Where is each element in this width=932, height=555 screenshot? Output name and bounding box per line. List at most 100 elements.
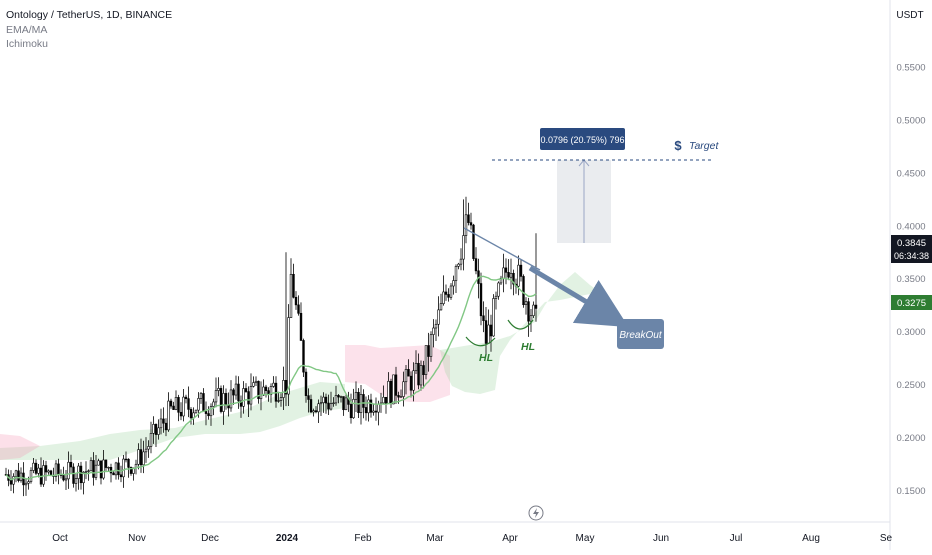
price-tick-label: 0.2500 [896, 380, 925, 391]
candle-down [99, 460, 103, 479]
candle-up [414, 362, 418, 372]
candle-up [147, 446, 150, 450]
candle-down [292, 273, 295, 298]
candle-down [92, 460, 95, 478]
candle-up [442, 291, 445, 304]
time-tick-label: Nov [128, 533, 146, 544]
candle-down [294, 296, 298, 306]
candle-up [524, 301, 528, 306]
candle-down [62, 475, 65, 481]
candle-down [124, 458, 128, 461]
candle-up [269, 386, 273, 395]
candle-down [187, 398, 190, 410]
candle-up [497, 282, 500, 297]
measure-tool[interactable]: 0.0796 (20.75%) 796 [540, 128, 625, 243]
breakout-callout[interactable]: BreakOut [617, 319, 664, 349]
candle-down [69, 461, 73, 468]
price-tick-label: 0.5500 [896, 63, 925, 74]
last-price-badge[interactable]: 0.3845 06:34:38 [891, 235, 932, 263]
candle-up [277, 400, 280, 402]
chart-legend[interactable]: Ontology / TetherUS, 1D, BINANCE EMA/MA … [6, 8, 172, 52]
price-tick-label: 0.4500 [896, 168, 925, 179]
candle-down [239, 400, 243, 407]
candle-up [459, 258, 463, 265]
candle-up [462, 235, 465, 260]
candle-up [322, 396, 325, 404]
candle-down [397, 395, 400, 398]
candle-down [479, 283, 483, 317]
candle-up [82, 471, 85, 484]
ma-price-badge[interactable]: 0.3275 [891, 295, 932, 310]
candle-up [317, 403, 320, 413]
candle-up [249, 386, 253, 405]
candle-up [252, 382, 255, 387]
candle-up [382, 396, 385, 404]
price-tick-label: 0.4000 [896, 221, 925, 232]
candle-up [424, 345, 428, 375]
candle-down [467, 214, 470, 223]
time-tick-label: Feb [354, 533, 372, 544]
candle-down [44, 465, 48, 473]
candle-up [217, 388, 220, 391]
time-tick-label: Jun [653, 533, 669, 544]
candle-up [12, 476, 15, 485]
price-tick-label: 0.1500 [896, 486, 925, 497]
candle-down [422, 365, 425, 375]
candle-up [107, 467, 110, 469]
candle-down [394, 374, 398, 396]
candle-up [372, 410, 375, 413]
candle-up [47, 470, 50, 473]
candle-down [507, 272, 510, 278]
candle-down [482, 315, 485, 321]
indicator-ema-ma[interactable]: EMA/MA [6, 23, 48, 36]
candle-down [127, 458, 130, 468]
candle-up [452, 280, 455, 287]
candle-up [214, 390, 218, 403]
plot-background [0, 0, 890, 522]
measure-label-box [540, 128, 625, 150]
candle-down [17, 470, 20, 481]
candle-down [304, 371, 308, 396]
time-tick-label: Oct [52, 533, 68, 544]
symbol-title[interactable]: Ontology / TetherUS, 1D, BINANCE [6, 9, 173, 21]
candle-up [272, 382, 275, 387]
candle-down [374, 410, 378, 413]
candle-up [144, 448, 148, 453]
candle-down [417, 362, 420, 386]
indicator-ichimoku[interactable]: Ichimoku [6, 38, 49, 50]
candle-up [102, 459, 105, 479]
candle-up [387, 380, 390, 404]
candle-down [299, 312, 303, 341]
candle-down [342, 396, 345, 411]
time-tick-label: 2024 [276, 533, 299, 544]
candle-down [534, 304, 538, 309]
candle-up [344, 397, 348, 411]
ichimoku-cloud-green-late [440, 272, 600, 394]
candle-down [179, 411, 183, 417]
candle-down [337, 395, 340, 398]
time-tick-label: Dec [201, 533, 219, 544]
candle-up [262, 386, 265, 396]
candle-down [522, 276, 525, 306]
candle-up [404, 369, 408, 383]
candle-down [79, 465, 83, 484]
target-label: Target [689, 140, 719, 152]
candle-up [339, 396, 343, 398]
candle-down [407, 369, 410, 377]
candle-up [27, 481, 30, 484]
candle-up [242, 388, 245, 407]
candle-down [504, 267, 508, 273]
dollar-icon: $ [674, 138, 682, 153]
candle-up [222, 393, 225, 412]
countdown-label: 06:34:38 [894, 251, 929, 261]
candle-down [349, 404, 353, 419]
price-tick-label: 0.2000 [896, 433, 925, 444]
candle-up [229, 389, 233, 409]
candle-up [352, 398, 355, 419]
candle-up [182, 396, 185, 417]
candle-up [432, 327, 435, 335]
time-tick-label: Aug [802, 533, 820, 544]
candle-down [104, 459, 108, 468]
